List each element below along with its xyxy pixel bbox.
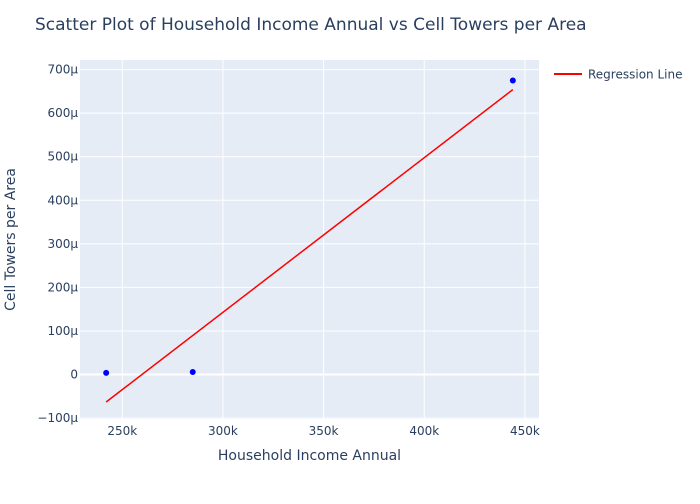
x-tick-label: 300k: [208, 424, 238, 438]
chart-title: Scatter Plot of Household Income Annual …: [35, 15, 587, 35]
y-tick-label: 500μ: [47, 150, 78, 164]
legend[interactable]: Regression Line: [554, 68, 682, 82]
x-tick-label: 450k: [510, 424, 540, 438]
data-point: [103, 369, 110, 376]
x-tick-label: 400k: [409, 424, 439, 438]
y-tick-label: 600μ: [47, 106, 78, 120]
y-tick-label: 0: [70, 368, 78, 382]
data-point: [189, 368, 196, 375]
y-tick-label: 400μ: [47, 193, 78, 207]
data-layer: [103, 77, 516, 403]
plot-area: [80, 60, 539, 419]
y-tick-label: 700μ: [47, 63, 78, 77]
x-tick-label: 250k: [107, 424, 137, 438]
x-tick-label: 350k: [309, 424, 339, 438]
y-axis-ticks: −100μ 0 100μ 200μ 300μ 400μ 500μ 600μ 700μ: [37, 63, 78, 426]
x-axis-ticks: 250k 300k 350k 400k 450k: [107, 424, 540, 438]
x-axis-label: Household Income Annual: [218, 448, 401, 464]
y-axis-label: Cell Towers per Area: [3, 168, 19, 311]
y-tick-label: 200μ: [47, 280, 78, 294]
y-tick-label: −100μ: [37, 411, 78, 425]
data-point: [509, 77, 516, 84]
y-tick-label: 100μ: [47, 324, 78, 338]
y-tick-label: 300μ: [47, 237, 78, 251]
regression-line: [105, 89, 514, 403]
grid-lines: [80, 60, 539, 419]
legend-label-regression-line: Regression Line: [588, 68, 682, 82]
